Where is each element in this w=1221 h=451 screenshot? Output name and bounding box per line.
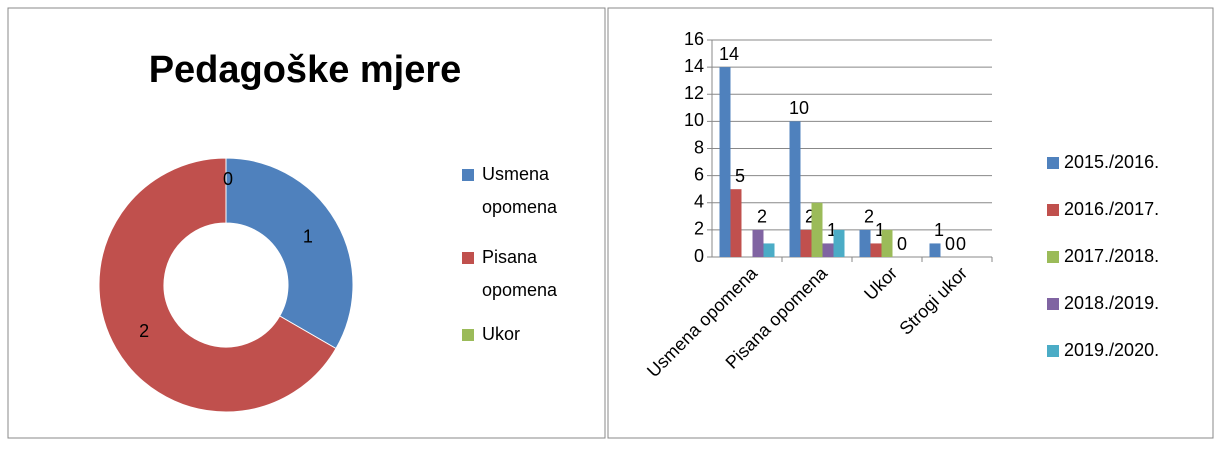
bar: [730, 189, 742, 257]
data-label: 1: [303, 227, 313, 247]
y-tick-label: 14: [684, 56, 704, 76]
y-tick-label: 10: [684, 110, 704, 130]
legend-label: 2017./2018.: [1064, 246, 1159, 266]
data-label: 0: [223, 169, 233, 189]
legend-label: 2019./2020.: [1064, 340, 1159, 360]
legend-label: 2016./2017.: [1064, 199, 1159, 219]
data-label: 0: [956, 234, 966, 254]
bar: [800, 229, 812, 257]
bar: [870, 243, 882, 257]
y-tick-label: 16: [684, 29, 704, 49]
legend-label: Ukor: [482, 324, 520, 344]
legend-swatch: [1047, 345, 1059, 357]
legend-line: opomena: [482, 280, 558, 300]
y-tick-label: 0: [694, 246, 704, 266]
y-tick-label: 6: [694, 164, 704, 184]
bar: [719, 67, 731, 257]
bar: [929, 243, 941, 257]
bar: [811, 202, 823, 257]
donut-slice: [225, 157, 354, 350]
legend-line: Pisana: [482, 247, 538, 267]
legend-label: Usmena opomena: [482, 164, 558, 217]
bar: [822, 243, 834, 257]
bar: [881, 229, 893, 257]
data-label: 14: [719, 44, 739, 64]
y-tick-label: 8: [694, 137, 704, 157]
data-label: 5: [735, 166, 745, 186]
legend-line: Usmena: [482, 164, 550, 184]
bar: [859, 229, 871, 257]
legend-line: opomena: [482, 197, 558, 217]
data-label: 2: [139, 321, 149, 341]
legend-label: Pisana opomena: [482, 247, 558, 300]
bar: [789, 121, 801, 257]
data-label: 2: [864, 207, 874, 227]
data-label: 1: [827, 220, 837, 240]
data-label: 1: [934, 220, 944, 240]
legend-swatch: [1047, 298, 1059, 310]
data-label: 2: [805, 207, 815, 227]
data-label: 1: [875, 220, 885, 240]
legend-swatch: [462, 252, 474, 264]
data-label: 0: [945, 234, 955, 254]
data-label: 2: [757, 207, 767, 227]
bar: [833, 229, 845, 257]
legend-swatch: [1047, 204, 1059, 216]
y-tick-label: 4: [694, 192, 704, 212]
legend-swatch: [1047, 157, 1059, 169]
bar: [752, 229, 764, 257]
legend-label: 2015./2016.: [1064, 152, 1159, 172]
right-panel: [607, 7, 1214, 439]
bar: [763, 243, 775, 257]
chart-title: Pedagoške mjere: [149, 49, 462, 91]
donut-slice: [98, 157, 337, 413]
y-tick-label: 2: [694, 219, 704, 239]
legend-label: 2018./2019.: [1064, 293, 1159, 313]
legend-swatch: [462, 329, 474, 341]
legend-swatch: [462, 169, 474, 181]
data-label: 10: [789, 98, 809, 118]
y-tick-label: 12: [684, 83, 704, 103]
data-label: 0: [897, 234, 907, 254]
legend-swatch: [1047, 251, 1059, 263]
